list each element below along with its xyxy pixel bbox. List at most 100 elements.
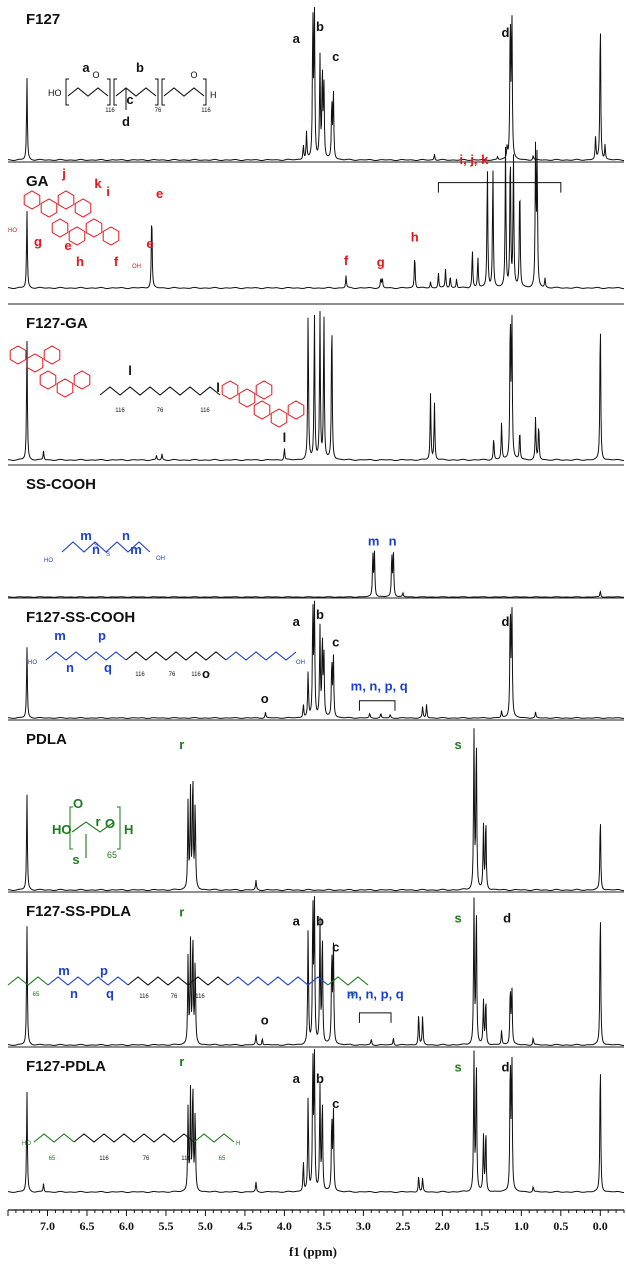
peo-chain (163, 87, 205, 97)
ga-ring-system (221, 380, 273, 408)
structure-end-label: HO (52, 822, 72, 837)
panel-title: F127 (26, 11, 60, 28)
panel-title: SS-COOH (26, 476, 96, 493)
peo-chain (67, 87, 109, 97)
x-axis: 7.0 6.5 6.0 5.5 5.0 4.5 4.0 3.5 3.0 2.5 2.0 1.5 1.0 0… (7, 1209, 625, 1233)
structure-end-label: H (236, 1141, 240, 1147)
repeat-bracket (69, 806, 73, 850)
ss-linker (47, 976, 129, 986)
peak-label: d (502, 1060, 510, 1075)
structure-letter: j (61, 166, 66, 181)
repeat-count: 116 (181, 1156, 191, 1162)
oxygen-atom: O (105, 816, 115, 831)
repeat-count: 65 (107, 850, 117, 860)
ring (255, 380, 273, 400)
peak-label: b (316, 913, 324, 928)
repeat-bracket (161, 78, 165, 106)
ring (56, 378, 74, 398)
x-tick-label: 2.5 (395, 1219, 410, 1233)
peak-label: r (179, 737, 184, 752)
f127-chain (73, 1133, 195, 1143)
peak-range-bracket (358, 1012, 392, 1023)
pla-unit (193, 1133, 235, 1143)
panel-title: PDLA (26, 731, 67, 748)
ss-linker (225, 651, 297, 661)
repeat-count: 76 (143, 1156, 150, 1162)
x-axis-title: f1 (ppm) (289, 1244, 337, 1259)
ring (238, 388, 256, 408)
peak-label: c (332, 635, 339, 650)
x-tick-label: 0.0 (593, 1219, 608, 1233)
spectrum-panel: F127-PDLA r s a bc d HO H 65 116 76 116 65 (8, 1046, 624, 1193)
peak-label: g (377, 254, 385, 269)
spectrum-trace (8, 141, 624, 290)
repeat-count: 116 (105, 108, 115, 114)
x-tick-label: 5.5 (158, 1219, 173, 1233)
ring (287, 400, 305, 420)
panel-title: F127-SS-COOH (26, 609, 135, 626)
repeat-bracket (65, 78, 69, 106)
x-tick-label: 6.5 (79, 1219, 94, 1233)
ring (39, 370, 57, 390)
structure-letter: h (76, 254, 84, 269)
peak-label: d (502, 614, 510, 629)
panel-title: F127-SS-PDLA (26, 903, 131, 920)
x-tick-label: 7.0 (40, 1219, 55, 1233)
panel-title: GA (26, 173, 49, 190)
panel-title: F127-PDLA (26, 1058, 106, 1075)
ring (270, 408, 288, 428)
structure-end-label: HO (22, 1141, 31, 1147)
ring (68, 226, 86, 246)
peak-label: c (332, 940, 339, 955)
structure-letter: n (66, 660, 74, 675)
x-tick-label: 6.0 (119, 1219, 134, 1233)
structure-letter: k (94, 176, 102, 191)
ring (26, 353, 44, 373)
x-tick-label: 4.0 (277, 1219, 292, 1233)
structure-letter: q (104, 660, 112, 675)
structure-letter: f (114, 254, 119, 269)
ring (51, 218, 69, 238)
repeat-bracket (117, 806, 121, 850)
peak-label: h (411, 230, 419, 245)
peak-label: d (502, 25, 510, 40)
x-tick-label: 4.5 (237, 1219, 252, 1233)
structure-letter: m (58, 963, 70, 978)
ga-ring-system (51, 218, 120, 246)
ring (23, 190, 41, 210)
chemical-structure: HO H 65 116 76 116 65 (22, 1133, 240, 1162)
structure-letter: c (126, 92, 133, 107)
repeat-count: 116 (139, 994, 149, 1000)
peak-label: o (261, 691, 269, 706)
structure-letter: b (136, 60, 144, 75)
structure-letter: m (130, 542, 142, 557)
oxygen-atom: O (92, 70, 99, 80)
repeat-count: 116 (200, 408, 210, 414)
structure-letter: l (128, 363, 132, 378)
repeat-count: 116 (191, 672, 201, 678)
x-tick-label: 0.5 (553, 1219, 568, 1233)
repeat-count: 65 (219, 1156, 226, 1162)
x-tick-label: 5.0 (198, 1219, 213, 1233)
ga-ring-system (23, 190, 92, 218)
structure-end-label: HO (8, 228, 17, 234)
peak-label: m, n, p, q (351, 678, 408, 693)
spectrum-panel: F127-SS-PDLA r s a bc d o m, n, p, q m p n q 65 116 76… (7, 891, 624, 1046)
structure-letter: l (216, 380, 220, 395)
peak-label: r (179, 905, 184, 920)
structure-letter: e (146, 236, 153, 251)
structure-letter: d (122, 114, 130, 129)
structure-letter: m (54, 628, 66, 643)
repeat-bracket (155, 78, 159, 106)
structure-letter: m (80, 528, 92, 543)
structure-letter: q (106, 986, 114, 1001)
spectrum-trace (8, 550, 624, 598)
ring (9, 345, 27, 365)
structure-letter: s (72, 852, 79, 867)
ring (102, 226, 120, 246)
